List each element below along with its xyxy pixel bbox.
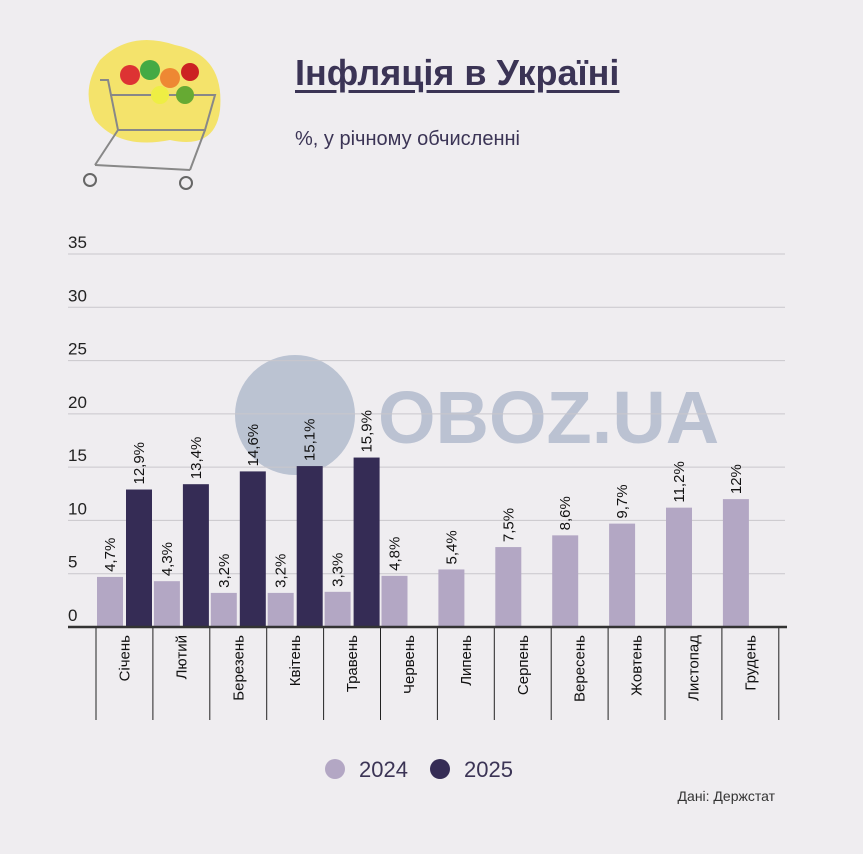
chart-title: Інфляція в Україні	[295, 52, 620, 93]
x-tick-label: Лютий	[173, 635, 190, 679]
x-tick-label: Березень	[230, 635, 247, 701]
y-tick-label: 15	[68, 446, 87, 465]
legend-label-2024: 2024	[359, 757, 408, 782]
x-tick-label: Червень	[401, 635, 418, 694]
bar-2025	[353, 457, 380, 627]
bar-2025	[182, 484, 209, 627]
x-tick-label: Вересень	[572, 635, 589, 702]
data-label-2024: 12%	[728, 464, 745, 494]
data-label-2024: 8,6%	[557, 496, 574, 530]
data-label-2024: 9,7%	[614, 484, 631, 518]
x-tick-label: Жовтень	[629, 635, 646, 696]
data-source: Дані: Держстат	[677, 788, 775, 804]
data-label-2025: 15,1%	[302, 419, 319, 462]
data-label-2024: 4,8%	[387, 537, 404, 571]
legend-swatch-2025	[430, 759, 450, 779]
x-tick-label: Січень	[116, 635, 133, 682]
data-label-2025: 13,4%	[188, 437, 205, 480]
bar-2024	[153, 581, 180, 627]
bar-2024	[438, 569, 465, 627]
bar-2024	[666, 507, 692, 627]
data-label-2025: 14,6%	[245, 424, 262, 467]
data-label-2024: 11,2%	[671, 461, 688, 502]
bar-2025	[239, 471, 266, 627]
bar-2024	[552, 535, 579, 627]
data-label-2024: 5,4%	[443, 530, 460, 564]
data-label-2024: 3,2%	[216, 554, 233, 588]
data-label-2024: 4,7%	[102, 538, 119, 572]
x-tick-label: Квітень	[287, 635, 304, 686]
x-tick-label: Листопад	[685, 635, 702, 701]
watermark-text: OBOZ.UA	[378, 376, 719, 459]
y-tick-label: 30	[68, 286, 87, 305]
x-tick-label: Травень	[344, 635, 361, 692]
bar-2024	[381, 575, 408, 627]
bar-2025	[126, 489, 152, 627]
bar-2024	[97, 576, 123, 627]
data-label-2025: 15,9%	[359, 410, 376, 453]
bar-2024	[722, 499, 749, 627]
watermark-globe-icon	[235, 355, 355, 475]
bar-2024	[210, 592, 237, 627]
data-label-2024: 3,3%	[330, 553, 347, 587]
y-tick-label: 0	[68, 606, 77, 625]
bar-2024	[267, 592, 294, 627]
chart-subtitle: %, у річному обчисленні	[295, 128, 520, 150]
x-tick-label: Липень	[458, 635, 475, 686]
x-tick-label: Серпень	[515, 635, 532, 695]
data-label-2024: 4,3%	[159, 542, 176, 576]
legend-swatch-2024	[325, 759, 345, 779]
data-label-2024: 7,5%	[500, 508, 517, 542]
data-label-2024: 3,2%	[273, 554, 290, 588]
bar-2024	[324, 591, 351, 627]
y-tick-label: 25	[68, 340, 87, 359]
bar-2025	[296, 466, 323, 627]
y-tick-label: 35	[68, 233, 87, 252]
legend-label-2025: 2025	[464, 757, 513, 782]
bar-2024	[495, 547, 522, 627]
data-label-2025: 12,9%	[131, 442, 148, 485]
y-tick-label: 5	[68, 553, 77, 572]
y-tick-label: 20	[68, 393, 87, 412]
y-tick-label: 10	[68, 499, 87, 518]
x-tick-label: Грудень	[742, 635, 759, 691]
bar-2024	[609, 523, 636, 627]
